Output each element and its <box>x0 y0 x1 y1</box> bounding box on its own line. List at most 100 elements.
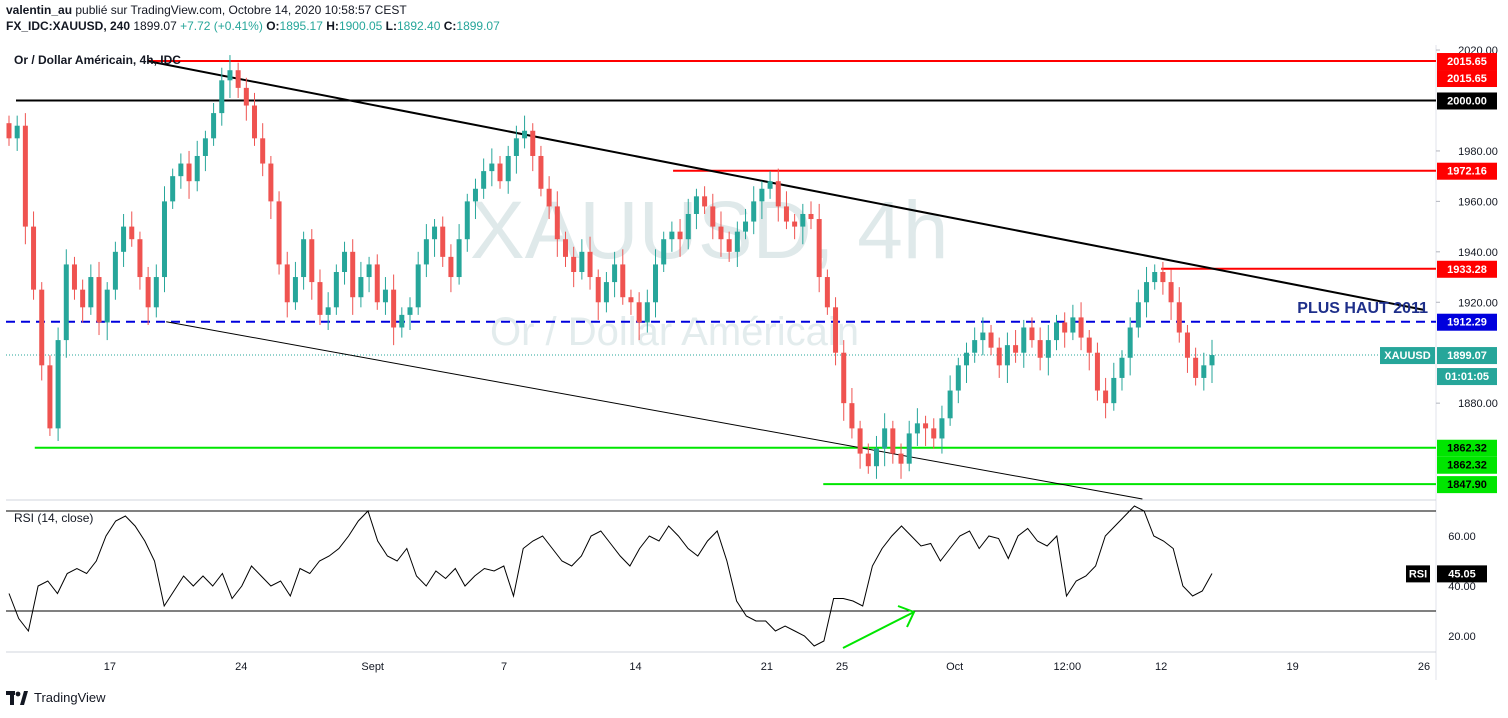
candle-body[interactable] <box>939 418 945 439</box>
candle-body[interactable] <box>1078 317 1084 338</box>
candle-body[interactable] <box>1193 357 1199 378</box>
candle-body[interactable] <box>104 289 110 323</box>
candle-body[interactable] <box>579 251 585 272</box>
candle-body[interactable] <box>800 213 806 227</box>
candle-body[interactable] <box>489 163 495 172</box>
candle-body[interactable] <box>423 239 429 265</box>
footer[interactable]: TradingView <box>6 690 106 705</box>
candle-body[interactable] <box>955 365 961 391</box>
candle-body[interactable] <box>1209 355 1215 366</box>
candle-body[interactable] <box>260 138 266 164</box>
price-pane[interactable] <box>6 45 1436 499</box>
candle-body[interactable] <box>407 307 413 315</box>
candle-body[interactable] <box>1160 272 1166 283</box>
candle-body[interactable] <box>391 289 397 328</box>
candle-body[interactable] <box>1094 352 1100 391</box>
candle-body[interactable] <box>243 87 249 106</box>
candle-body[interactable] <box>47 365 53 429</box>
candle-body[interactable] <box>931 428 937 439</box>
candle-body[interactable] <box>653 264 659 303</box>
candle-body[interactable] <box>1070 317 1076 333</box>
candle-body[interactable] <box>1127 327 1133 358</box>
candle-body[interactable] <box>161 201 167 278</box>
candle-body[interactable] <box>137 239 143 278</box>
candle-body[interactable] <box>808 213 814 220</box>
candle-body[interactable] <box>80 289 86 308</box>
candle-body[interactable] <box>39 289 45 366</box>
candle-body[interactable] <box>759 188 765 202</box>
candle-body[interactable] <box>546 188 552 207</box>
candle-body[interactable] <box>284 264 290 303</box>
candle-body[interactable] <box>980 332 986 341</box>
candle-body[interactable] <box>988 332 994 348</box>
candle-body[interactable] <box>1152 272 1158 283</box>
candle-body[interactable] <box>1062 322 1068 333</box>
candle-body[interactable] <box>824 277 830 308</box>
candle-body[interactable] <box>432 226 438 240</box>
candle-body[interactable] <box>1144 282 1150 303</box>
candle-body[interactable] <box>1201 365 1207 378</box>
candle-body[interactable] <box>816 219 822 278</box>
candle-body[interactable] <box>865 453 871 467</box>
candle-body[interactable] <box>497 163 503 182</box>
candle-body[interactable] <box>342 251 348 272</box>
candle-body[interactable] <box>906 433 912 464</box>
candle-body[interactable] <box>554 206 560 240</box>
rsi-line[interactable] <box>8 505 1213 647</box>
candle-body[interactable] <box>121 226 127 252</box>
candle-body[interactable] <box>1045 340 1051 358</box>
candle-body[interactable] <box>1111 377 1117 404</box>
candle-body[interactable] <box>505 155 511 182</box>
candle-body[interactable] <box>14 125 20 139</box>
candle-body[interactable] <box>55 340 61 429</box>
candle-body[interactable] <box>31 226 37 290</box>
trend-line[interactable] <box>147 60 1425 311</box>
candle-body[interactable] <box>972 340 978 353</box>
rsi-divergence-arrow[interactable] <box>842 605 916 649</box>
candle-body[interactable] <box>702 196 708 207</box>
candle-body[interactable] <box>530 130 536 156</box>
candle-body[interactable] <box>145 277 151 308</box>
candle-body[interactable] <box>358 277 364 298</box>
candle-body[interactable] <box>751 201 757 222</box>
candle-body[interactable] <box>743 221 749 232</box>
candle-body[interactable] <box>178 163 184 177</box>
candle-body[interactable] <box>1037 340 1043 358</box>
candle-body[interactable] <box>710 206 716 227</box>
candle-body[interactable] <box>317 282 323 315</box>
candle-body[interactable] <box>783 206 789 222</box>
candle-body[interactable] <box>767 181 773 189</box>
candle-body[interactable] <box>636 302 642 323</box>
candle-body[interactable] <box>448 256 454 278</box>
candle-body[interactable] <box>1013 345 1019 353</box>
candle-body[interactable] <box>914 423 920 434</box>
candle-body[interactable] <box>399 314 405 328</box>
candle-body[interactable] <box>963 352 969 366</box>
candle-body[interactable] <box>522 130 528 139</box>
annotation-plus-haut-2011[interactable]: PLUS HAUT 2011 <box>1297 300 1428 317</box>
candle-body[interactable] <box>456 239 462 278</box>
candle-body[interactable] <box>276 201 282 265</box>
candle-body[interactable] <box>661 239 667 265</box>
rsi-pane[interactable] <box>6 505 1436 647</box>
candle-body[interactable] <box>734 231 740 252</box>
candle-body[interactable] <box>464 201 470 240</box>
candle-body[interactable] <box>194 155 200 182</box>
candle-body[interactable] <box>857 428 863 454</box>
candle-body[interactable] <box>71 264 77 290</box>
candle-body[interactable] <box>153 277 159 308</box>
candle-body[interactable] <box>1184 332 1190 358</box>
candle-body[interactable] <box>841 352 847 404</box>
candle-body[interactable] <box>726 239 732 252</box>
candle-body[interactable] <box>923 423 929 429</box>
candle-body[interactable] <box>1004 345 1010 366</box>
candle-body[interactable] <box>587 251 593 278</box>
candle-body[interactable] <box>1168 282 1174 303</box>
author[interactable]: valentin_au <box>6 3 73 17</box>
candle-body[interactable] <box>669 231 675 240</box>
candle-body[interactable] <box>1054 322 1060 341</box>
candle-body[interactable] <box>325 307 331 315</box>
candle-body[interactable] <box>644 302 650 323</box>
candle-body[interactable] <box>1135 302 1141 328</box>
